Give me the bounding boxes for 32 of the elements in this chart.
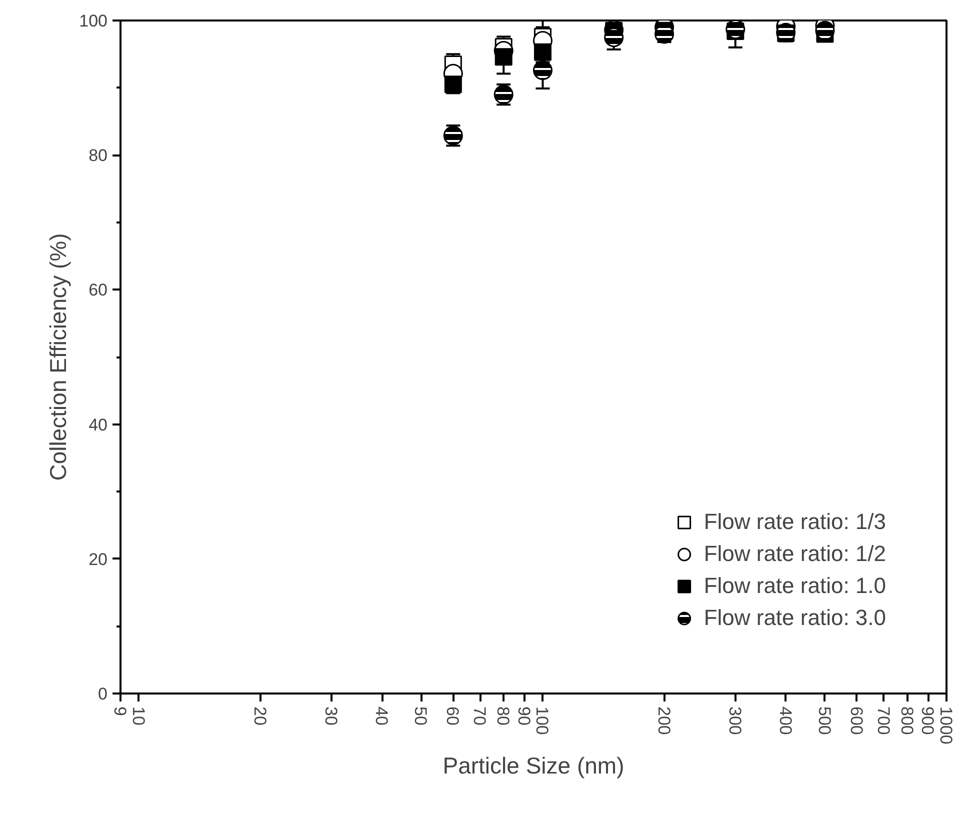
y-tick-label: 20	[88, 550, 108, 569]
x-tick-label: 50	[411, 706, 430, 726]
x-tick-label: 1000	[936, 706, 956, 744]
y-tick-label: 40	[88, 415, 108, 434]
x-tick-label: 900	[918, 706, 938, 735]
x-tick-label: 500	[814, 706, 834, 735]
x-tick-label: 60	[443, 706, 462, 726]
x-tick-label: 800	[897, 706, 916, 735]
x-tick-label: 40	[372, 706, 392, 726]
legend-label: Flow rate ratio: 1/2	[704, 541, 886, 567]
y-tick-label: 60	[88, 280, 108, 300]
x-tick-label: 10	[128, 706, 148, 726]
x-tick-label: 600	[846, 706, 866, 735]
x-tick-label: 9	[110, 706, 130, 716]
x-tick-label: 300	[725, 706, 744, 735]
x-tick-label: 80	[494, 706, 513, 726]
legend-label: Flow rate ratio: 1.0	[704, 573, 886, 599]
x-tick-label: 70	[470, 706, 490, 726]
x-tick-label: 90	[514, 706, 534, 726]
legend-label: Flow rate ratio: 3.0	[704, 605, 886, 631]
y-tick-label: 80	[88, 146, 108, 166]
y-tick-label: 100	[79, 12, 108, 30]
x-tick-label: 30	[322, 706, 341, 726]
x-axis-title: Particle Size (nm)	[442, 752, 624, 778]
x-tick-label: 20	[250, 706, 270, 726]
x-tick-label: 700	[874, 706, 893, 735]
y-tick-label: 0	[98, 684, 108, 704]
x-tick-label: 200	[654, 706, 674, 735]
x-tick-label: 400	[776, 706, 795, 735]
x-tick-label: 100	[532, 706, 552, 735]
y-axis-title: Collection Efficiency (%)	[45, 233, 72, 481]
legend-label: Flow rate ratio: 1/3	[704, 509, 886, 535]
